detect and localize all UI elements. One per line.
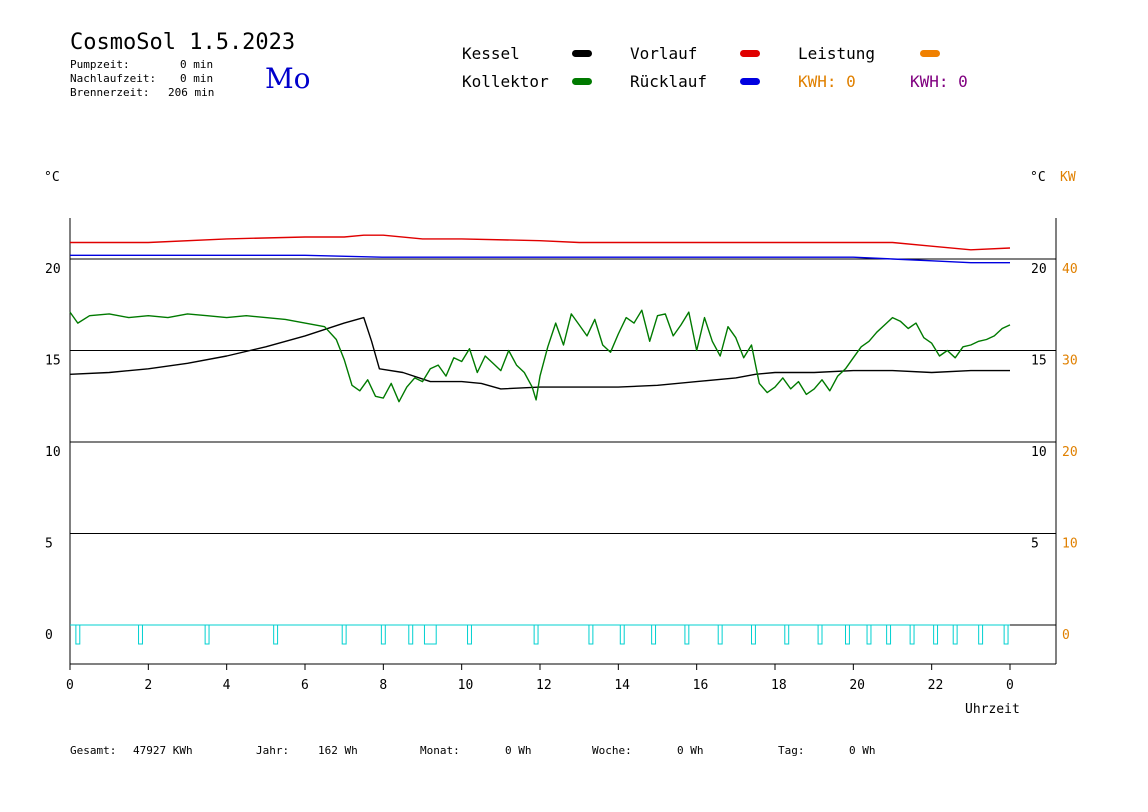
series-leistung-pulse	[138, 624, 143, 645]
legend-kollektor-swatch	[572, 78, 592, 85]
y-right-tick-label: 10	[1031, 445, 1047, 460]
x-tick-label: 8	[379, 678, 387, 693]
series-leistung-pulse	[75, 624, 81, 645]
right-axis-unit: °C	[1030, 170, 1046, 185]
legend-kessel-label: Kessel	[462, 44, 520, 63]
x-tick-label: 14	[614, 678, 630, 693]
series-leistung-pulse	[684, 624, 690, 645]
series-leistung-pulse	[1003, 624, 1009, 645]
footer-jahr-label: Jahr:	[256, 744, 290, 757]
y-left-tick-label: 15	[45, 354, 61, 369]
series-kessel-line	[69, 316, 1010, 390]
x-tick-label: 22	[928, 678, 944, 693]
series-leistung-pulse	[204, 624, 210, 645]
x-tick-label: 20	[849, 678, 865, 693]
series-leistung-pulse	[845, 624, 850, 645]
series-leistung-pulse	[341, 624, 347, 645]
x-tick-label: 16	[693, 678, 709, 693]
legend-kwh-orange: KWH: 0	[798, 72, 856, 91]
x-tick-label: 18	[771, 678, 787, 693]
footer-gesamt-label: Gesamt:	[70, 744, 117, 757]
chart-title: CosmoSol 1.5.2023	[70, 30, 296, 55]
series-leistung-pulse	[784, 624, 790, 645]
series-leistung-pulse	[933, 624, 939, 645]
y-left-tick-label: 10	[45, 445, 61, 460]
weekday-label: Mo	[265, 62, 311, 95]
series-leistung-pulse	[380, 624, 386, 645]
series-leistung-pulse	[651, 624, 657, 645]
footer-jahr-value: 162 Wh	[318, 744, 358, 757]
footer-woche-label: Woche:	[592, 744, 632, 757]
stat-brennerzeit-label: Brennerzeit:	[70, 86, 150, 99]
legend-kessel-swatch	[572, 50, 592, 57]
series-leistung-pulse	[408, 624, 414, 645]
series-kollektor-line	[69, 309, 1011, 403]
series-leistung-pulse	[467, 624, 472, 645]
series-leistung-pulse	[588, 624, 594, 645]
x-tick-label: 6	[301, 678, 309, 693]
x-tick-label: 10	[458, 678, 474, 693]
stat-pumpzeit-value: 0 min	[180, 58, 214, 71]
y-right-tick-label: 15	[1031, 354, 1047, 369]
x-tick-label: 4	[223, 678, 231, 693]
footer-gesamt-value: 47927 KWh	[133, 744, 193, 757]
series-leistung-pulse	[978, 624, 984, 645]
legend-leistung-label: Leistung	[798, 44, 876, 63]
series-leistung-pulse	[817, 624, 823, 645]
footer-monat-value: 0 Wh	[505, 744, 532, 757]
x-axis-label: Uhrzeit	[965, 702, 1020, 717]
y-kw-tick-label: 20	[1062, 445, 1078, 460]
series-leistung-pulse	[886, 624, 892, 645]
y-kw-tick-label: 0	[1062, 628, 1070, 643]
y-right-tick-label: 5	[1031, 537, 1039, 552]
x-tick-label: 0	[1006, 678, 1014, 693]
legend-ruecklauf-swatch	[740, 78, 760, 85]
footer-tag-value: 0 Wh	[849, 744, 876, 757]
legend-kollektor-label: Kollektor	[462, 72, 549, 91]
y-kw-tick-label: 30	[1062, 354, 1078, 369]
series-leistung-pulse	[866, 624, 872, 645]
series-leistung-pulse	[273, 624, 279, 645]
x-tick-label: 12	[536, 678, 552, 693]
series-leistung-pulse	[909, 624, 915, 645]
series-leistung-pulse	[751, 624, 756, 645]
legend-ruecklauf-label: Rücklauf	[630, 72, 708, 91]
series-leistung-pulse	[533, 624, 539, 645]
footer-tag-label: Tag:	[778, 744, 805, 757]
footer-woche-value: 0 Wh	[677, 744, 704, 757]
series-leistung-pulse	[619, 624, 625, 645]
left-axis-unit: °C	[44, 170, 60, 185]
stat-nachlaufzeit-value: 0 min	[180, 72, 214, 85]
legend-vorlauf-swatch	[740, 50, 760, 57]
y-left-tick-label: 5	[45, 537, 53, 552]
x-tick-label: 0	[66, 678, 74, 693]
legend-vorlauf-label: Vorlauf	[630, 44, 698, 63]
y-kw-tick-label: 10	[1062, 537, 1078, 552]
footer-monat-label: Monat:	[420, 744, 460, 757]
x-tick-label: 2	[144, 678, 152, 693]
y-kw-tick-label: 40	[1062, 262, 1078, 277]
stat-pumpzeit-label: Pumpzeit:	[70, 58, 130, 71]
series-vorlauf-line	[70, 234, 1011, 251]
legend-leistung-swatch	[920, 50, 940, 57]
series-leistung-pulse	[952, 624, 958, 645]
y-left-tick-label: 20	[45, 262, 61, 277]
stat-nachlaufzeit-label: Nachlaufzeit:	[70, 72, 157, 85]
legend-kwh-purple: KWH: 0	[910, 72, 968, 91]
right-axis-unit-kw: KW	[1060, 170, 1076, 185]
series-leistung-pulse	[423, 624, 437, 645]
y-left-tick-label: 0	[45, 628, 53, 643]
series-rcklauf-line	[70, 254, 1010, 264]
series-leistung-pulse	[717, 624, 723, 645]
stat-brennerzeit-value: 206 min	[168, 86, 215, 99]
y-right-tick-label: 20	[1031, 262, 1047, 277]
